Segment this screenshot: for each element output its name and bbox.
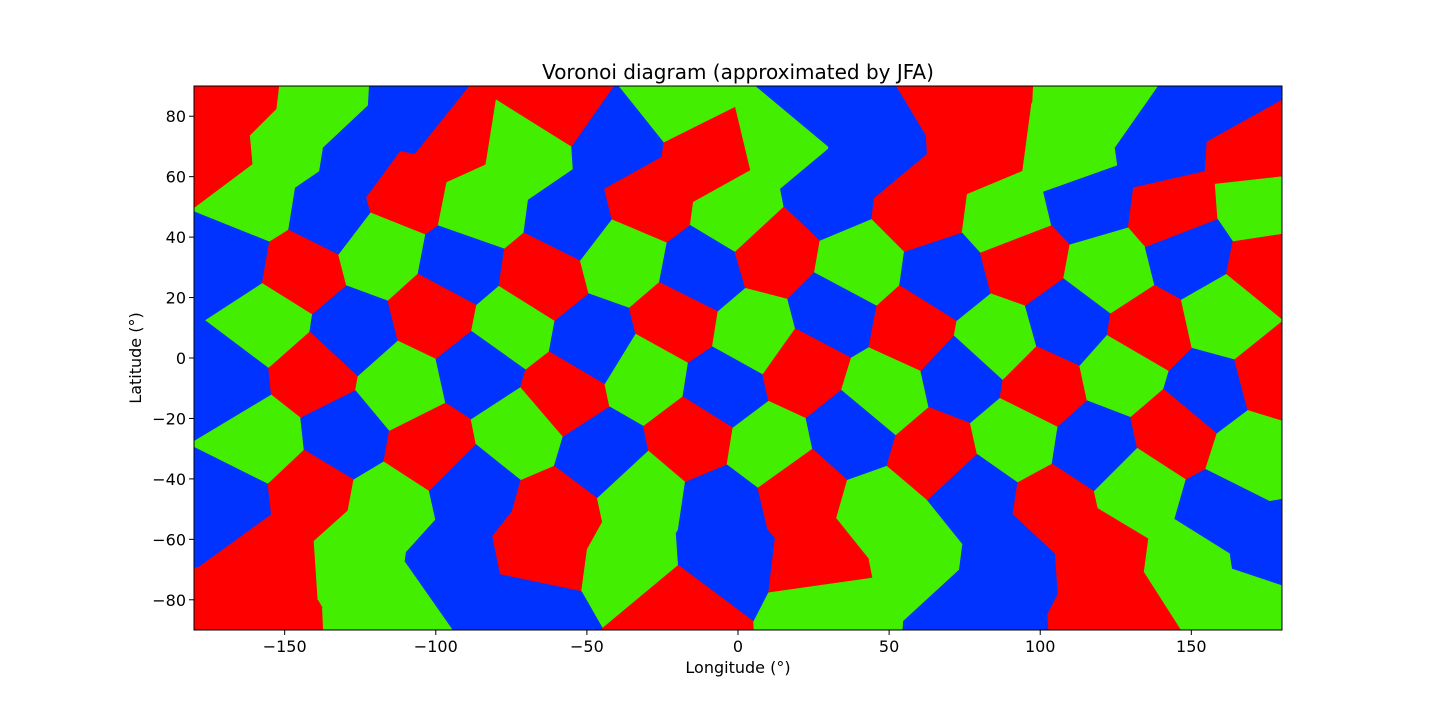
chart-title: Voronoi diagram (approximated by JFA) [542, 60, 934, 84]
voronoi-cell [1229, 498, 1282, 586]
y-tick-label: 40 [166, 228, 186, 247]
voronoi-cell [1047, 572, 1181, 630]
x-tick-label: −100 [414, 637, 458, 656]
y-tick-label: 80 [166, 107, 186, 126]
x-tick-label: 0 [733, 637, 743, 656]
x-tick-label: −150 [263, 637, 307, 656]
y-tick-label: −20 [152, 409, 186, 428]
y-tick-label: −60 [152, 530, 186, 549]
x-tick-label: 100 [1025, 637, 1056, 656]
voronoi-cell [322, 561, 453, 630]
x-tick-label: 150 [1176, 637, 1207, 656]
x-tick-label: −50 [570, 637, 604, 656]
voronoi-cell [1189, 568, 1282, 630]
y-axis: −80 −60 −40 −20 0 20 40 60 80 [152, 107, 194, 610]
voronoi-cells [194, 86, 1282, 630]
y-tick-label: 60 [166, 168, 186, 187]
y-tick-label: 20 [166, 289, 186, 308]
x-axis-label: Longitude (°) [685, 658, 790, 677]
y-tick-label: −40 [152, 470, 186, 489]
x-tick-label: 50 [879, 637, 899, 656]
y-tick-label: −80 [152, 591, 186, 610]
y-tick-label: 0 [176, 349, 186, 368]
voronoi-cell [1234, 321, 1282, 422]
x-axis: −150 −100 −50 0 50 100 150 [263, 630, 1207, 656]
y-axis-label: Latitude (°) [126, 312, 145, 403]
